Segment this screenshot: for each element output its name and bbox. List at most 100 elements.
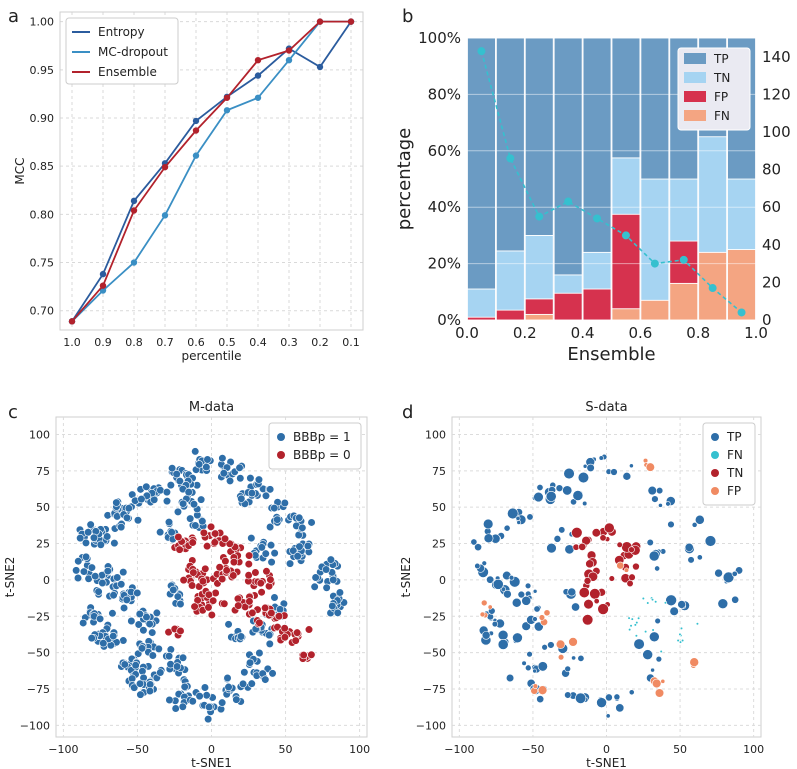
- point-tp: [483, 533, 494, 544]
- point-bbbp-1: [167, 528, 176, 537]
- point-bbbp-1: [270, 503, 279, 513]
- point-bbbp-1: [117, 580, 126, 589]
- point-bbbp-1: [224, 682, 233, 692]
- bar-tp: [611, 37, 641, 159]
- y-axis-label: t-SNE2: [399, 557, 413, 598]
- point-tp: [532, 668, 537, 674]
- point-bbbp-1: [112, 498, 121, 507]
- y-tick-label: 75: [36, 465, 50, 478]
- y-tick-label: 75: [432, 465, 446, 478]
- y-tick-label: 0.90: [30, 112, 55, 125]
- point-bbbp-1: [307, 518, 316, 527]
- y-tick-label: 40%: [428, 198, 461, 216]
- data-point: [130, 259, 138, 266]
- point-tp: [491, 620, 499, 628]
- panel-label-a: a: [8, 6, 19, 27]
- point-tn: [589, 588, 601, 600]
- data-point: [254, 72, 262, 79]
- point-bbbp-1: [189, 500, 199, 509]
- point-bbbp-1: [326, 555, 335, 564]
- point-tn: [632, 562, 640, 571]
- point-bbbp-1: [154, 644, 163, 653]
- point-bbbp-1: [223, 673, 232, 683]
- point-bbbp-0: [267, 608, 276, 618]
- point-bbbp-1: [130, 683, 139, 692]
- y-tick-label: −50: [27, 647, 50, 660]
- point-tp: [521, 595, 532, 606]
- point-tp: [563, 467, 575, 480]
- point-tp: [677, 600, 686, 609]
- x-tick-label: 1.0: [744, 324, 768, 342]
- y2-tick-label: 0: [762, 311, 772, 329]
- point-bbbp-1: [188, 697, 197, 706]
- point-bbbp-1: [218, 454, 227, 463]
- point-tp: [586, 463, 595, 472]
- point-tp: [541, 644, 548, 651]
- x-tick-label: 0.9: [94, 336, 112, 349]
- point-bbbp-0: [304, 625, 314, 634]
- series-line-ensemble: [71, 20, 351, 322]
- point-tp: [545, 490, 557, 502]
- point-tp: [649, 631, 660, 643]
- point-bbbp-0: [209, 596, 218, 605]
- data-point: [130, 207, 138, 214]
- point-bbbp-1: [73, 573, 83, 583]
- point-bbbp-1: [137, 644, 147, 653]
- y-axis-label: t-SNE2: [3, 557, 17, 598]
- bar-fn: [611, 308, 641, 321]
- legend-label: TN: [713, 71, 730, 85]
- point-bbbp-1: [120, 660, 129, 669]
- y-tick-label: 50: [36, 501, 50, 514]
- point-fp: [660, 678, 666, 684]
- point-bbbp-1: [203, 455, 212, 464]
- y-tick-label: −100: [20, 719, 50, 732]
- point-bbbp-0: [291, 636, 300, 645]
- point-tp: [684, 542, 694, 552]
- y-tick-label: 50: [432, 501, 446, 514]
- point-bbbp-1: [266, 541, 276, 550]
- point-bbbp-1: [265, 631, 274, 640]
- point-bbbp-0: [203, 542, 212, 551]
- point-bbbp-0: [188, 538, 197, 547]
- x-tick-label: 0.2: [311, 336, 329, 349]
- point-fn: [641, 596, 645, 601]
- point-tp: [577, 471, 590, 484]
- point-bbbp-0: [233, 594, 243, 603]
- x-tick-label: 0.5: [218, 336, 236, 349]
- point-tp: [558, 526, 566, 534]
- point-fp: [537, 685, 548, 695]
- panel-label-c: c: [8, 402, 18, 423]
- point-tp: [474, 543, 483, 552]
- point-tn: [597, 603, 609, 615]
- point-bbbp-0: [280, 633, 290, 642]
- data-point: [347, 18, 355, 25]
- y-axis-label: MCC: [13, 157, 27, 184]
- point-fn: [646, 601, 650, 605]
- point-fn: [651, 628, 655, 632]
- point-tp: [553, 535, 562, 543]
- chart-title: M-data: [189, 400, 234, 415]
- point-bbbp-1: [98, 578, 107, 588]
- point-fn: [679, 626, 684, 630]
- point-bbbp-1: [134, 620, 143, 629]
- point-bbbp-0: [204, 603, 213, 612]
- point-bbbp-1: [76, 533, 85, 543]
- point-bbbp-1: [236, 632, 246, 641]
- point-bbbp-1: [266, 485, 275, 494]
- count-point: [679, 255, 688, 264]
- legend-box-b: [677, 47, 751, 131]
- point-bbbp-1: [166, 481, 175, 490]
- point-tp: [598, 455, 604, 461]
- point-tp: [575, 692, 587, 704]
- point-bbbp-0: [220, 534, 230, 543]
- point-tp: [503, 524, 511, 532]
- point-bbbp-0: [204, 590, 213, 599]
- point-bbbp-0: [221, 557, 230, 566]
- point-bbbp-1: [197, 495, 206, 504]
- x-tick-label: 0: [208, 743, 215, 756]
- point-tp: [629, 463, 634, 469]
- point-tp: [507, 507, 519, 520]
- point-fp: [543, 609, 551, 617]
- point-tp: [596, 697, 607, 708]
- point-fp: [487, 604, 493, 610]
